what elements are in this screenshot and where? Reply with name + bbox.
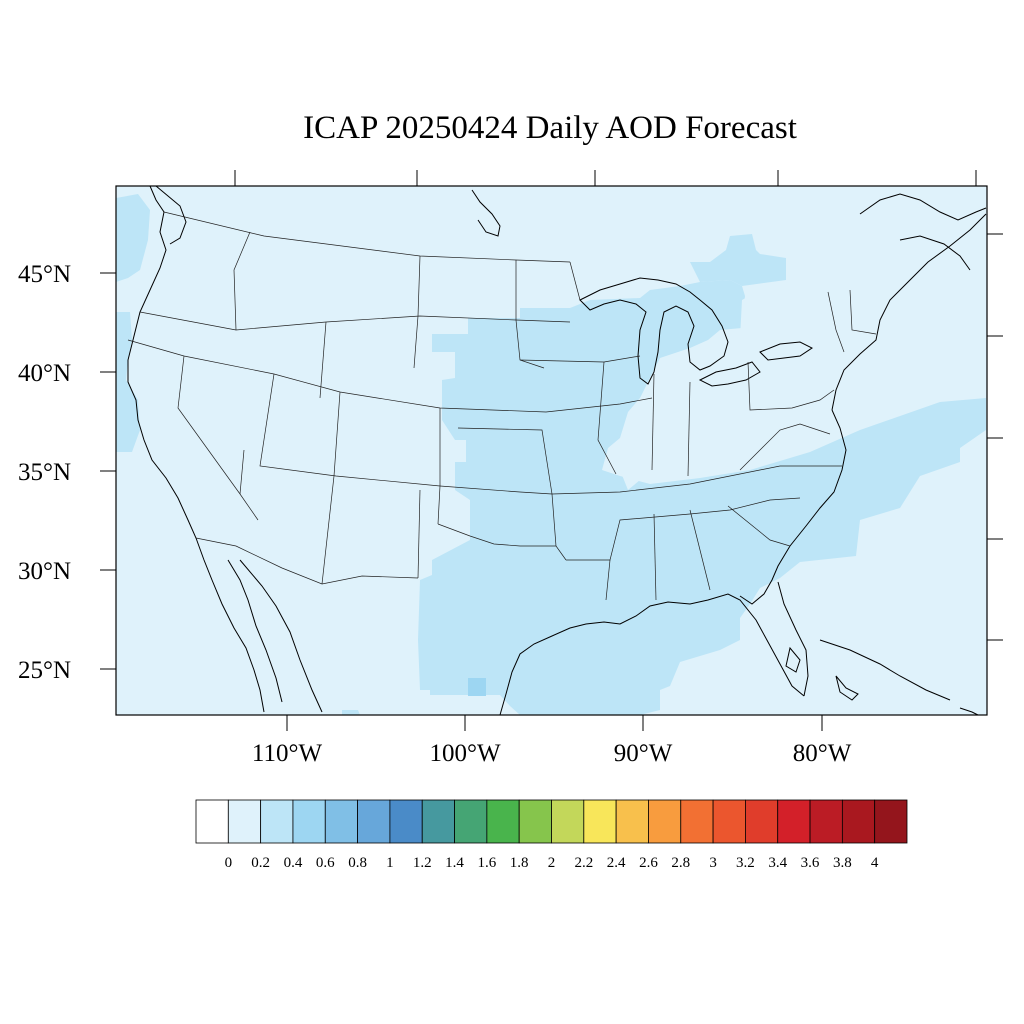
colorbar-swatch: [486, 799, 520, 844]
map-frame: [115, 185, 988, 716]
colorbar-swatch: [195, 799, 229, 844]
colorbar-swatch: [357, 799, 391, 844]
aod-region-west2: [116, 312, 140, 452]
state-borders: [127, 211, 877, 601]
colorbar-swatch: [421, 799, 455, 844]
colorbar-label: 2.8: [671, 855, 690, 871]
colorbar-label: 0.6: [316, 855, 335, 871]
aod-region-north: [690, 234, 786, 286]
lat-labels: 45°N 40°N 35°N 30°N 25°N: [18, 261, 71, 684]
lat-label-35: 35°N: [18, 459, 71, 486]
lon-label-100: 100°W: [429, 740, 500, 767]
colorbar-swatch: [841, 799, 876, 844]
colorbar-swatch: [809, 799, 843, 844]
lon-label-90: 90°W: [614, 740, 673, 767]
colorbar-label: 0.4: [284, 855, 303, 871]
colorbar-label: 2.2: [574, 855, 593, 871]
aod-hole-ohio: [620, 378, 780, 490]
colorbar-label: 1.6: [477, 855, 496, 871]
colorbar: 0 0.2 0.4 0.6 0.8 1 1.2 1.4 1.6 1.8 2 2.2 2.4 2.6 2.8 3…: [195, 799, 908, 871]
colorbar-label: 1.2: [413, 855, 432, 871]
colorbar-label: 3.6: [801, 855, 820, 871]
colorbar-label: 2.4: [607, 855, 626, 871]
colorbar-label: 0.8: [348, 855, 367, 871]
aod-region-central: [418, 280, 986, 715]
lon-label-80: 80°W: [793, 740, 852, 767]
colorbar-label: 0.2: [251, 855, 270, 871]
colorbar-swatch: [227, 799, 262, 844]
aod-holes: [620, 290, 880, 490]
colorbar-label: 1.4: [445, 855, 464, 871]
lat-label-40: 40°N: [18, 360, 71, 387]
lat-label-45: 45°N: [18, 261, 71, 288]
colorbar-label: 3: [709, 855, 717, 871]
colorbar-swatch: [260, 799, 294, 844]
lat-label-25: 25°N: [18, 657, 71, 684]
colorbar-swatch: [389, 799, 423, 844]
colorbar-label: 4: [871, 855, 879, 871]
aod-hole-ne: [710, 290, 880, 430]
colorbar-label: 1: [386, 855, 394, 871]
map-title: ICAP 20250424 Daily AOD Forecast: [303, 110, 797, 146]
colorbar-swatch: [583, 799, 617, 844]
colorbar-label: 3.2: [736, 855, 755, 871]
colorbar-label: 0: [225, 855, 233, 871]
colorbar-swatch: [648, 799, 682, 844]
aod-region-mid: [468, 678, 486, 696]
colorbar-label: 1.8: [510, 855, 529, 871]
lon-labels: 110°W 100°W 90°W 80°W: [252, 740, 852, 767]
colorbar-swatch: [712, 799, 746, 844]
colorbar-swatch: [745, 799, 779, 844]
aod-region-gulf-south: [342, 710, 360, 715]
colorbar-label: 3.4: [768, 855, 787, 871]
colorbar-swatch: [454, 799, 488, 844]
colorbar-swatch: [777, 799, 811, 844]
aod-shading: [116, 194, 986, 715]
lon-label-110: 110°W: [252, 740, 323, 767]
lat-label-30: 30°N: [18, 558, 71, 585]
aod-region-west: [116, 194, 150, 282]
colorbar-label: 2: [548, 855, 556, 871]
colorbar-swatch: [874, 799, 908, 844]
axis-ticks: [100, 170, 1003, 731]
colorbar-swatch: [518, 799, 552, 844]
coastlines: [127, 185, 987, 716]
colorbar-swatch: [324, 799, 358, 844]
colorbar-swatch: [551, 799, 585, 844]
colorbar-swatch: [292, 799, 326, 844]
colorbar-swatch: [680, 799, 714, 844]
colorbar-label: 2.6: [639, 855, 658, 871]
colorbar-label: 3.8: [833, 855, 852, 871]
colorbar-swatch: [615, 799, 649, 844]
